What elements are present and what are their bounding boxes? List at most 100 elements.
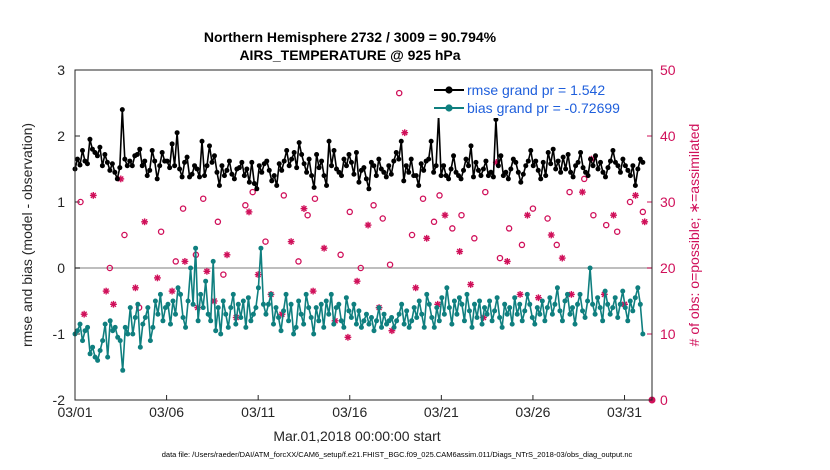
obs-assimilated-point <box>254 271 262 278</box>
series-0-point <box>610 148 616 154</box>
series-1-point <box>517 301 523 307</box>
y-left-tick-label: -2 <box>53 392 66 408</box>
series-1-point <box>215 305 221 311</box>
obs-possible-point <box>379 215 386 222</box>
obs-assimilated-stroke <box>535 294 542 301</box>
series-1-point <box>635 285 641 291</box>
obs-assimilated-stroke <box>90 192 97 199</box>
series-1-point <box>567 311 573 317</box>
series-1-point <box>137 344 143 350</box>
obs-assimilated-stroke <box>154 274 161 281</box>
series-0-point <box>540 159 546 165</box>
obs-possible-point <box>613 228 621 235</box>
series-1-point <box>75 328 81 334</box>
series-1-point <box>213 328 219 334</box>
y-left-tick-label: 0 <box>57 260 65 276</box>
series-1-point <box>87 351 93 357</box>
series-0-point <box>548 161 554 167</box>
series-0-point <box>630 163 636 169</box>
obs-possible-point <box>529 205 537 212</box>
series-0-point <box>426 156 432 162</box>
obs-assimilated-point <box>141 218 149 226</box>
series-1-point <box>281 308 287 314</box>
obs-possible-point <box>408 231 416 239</box>
series-0-point <box>565 151 571 157</box>
obs-assimilated-point <box>80 310 88 318</box>
series-0-point <box>296 140 302 146</box>
series-0-point <box>371 163 377 169</box>
obs-assimilated-point <box>344 333 352 341</box>
series-1-point <box>185 298 191 304</box>
series-1-point <box>459 301 465 307</box>
series-1-point <box>155 311 161 317</box>
series-0-point <box>239 159 245 165</box>
series-1-point <box>580 308 586 314</box>
series-1-point <box>190 301 196 307</box>
series-1-point <box>291 331 297 337</box>
series-0-point <box>107 167 113 173</box>
obs-assimilated-point <box>223 251 231 259</box>
series-1-point <box>564 291 570 297</box>
series-1-point <box>321 324 327 330</box>
series-0-point <box>301 161 307 167</box>
series-1-point <box>509 321 515 327</box>
series-0-point <box>87 136 93 142</box>
series-1-point <box>316 318 322 324</box>
series-1-point <box>353 321 359 327</box>
series-1-point <box>630 308 636 314</box>
series-0-point <box>214 169 220 175</box>
series-0-point <box>197 174 203 180</box>
series-1-point <box>537 311 543 317</box>
series-1-point <box>102 321 108 327</box>
obs-assimilated-stroke <box>203 268 210 275</box>
series-0-point <box>343 163 349 169</box>
series-1-point <box>323 298 329 304</box>
series-0-point <box>545 150 551 155</box>
series-0-point <box>94 153 100 159</box>
series-0-point <box>620 156 626 162</box>
series-1-point <box>554 285 560 291</box>
series-0-point <box>127 158 133 164</box>
series-1-point <box>122 324 128 330</box>
obs-possible-point <box>482 188 489 196</box>
series-0-point <box>640 159 646 165</box>
series-1-point <box>243 324 249 330</box>
series-0-point <box>366 186 372 192</box>
series-1-point <box>338 318 344 324</box>
series-1-point <box>203 278 209 284</box>
obs-assimilated-stroke <box>579 189 586 196</box>
x-tick-label: 03/01 <box>57 404 92 420</box>
obs-possible-point <box>242 202 249 209</box>
series-0-point <box>177 166 183 172</box>
obs-possible-point <box>566 188 573 196</box>
series-1-point <box>77 321 83 327</box>
series-1-point <box>446 305 452 311</box>
series-0-point <box>391 158 397 164</box>
series-0-point <box>254 186 260 192</box>
series-0-point <box>291 150 297 155</box>
series-1-point <box>105 354 111 360</box>
y-right-tick-label: 40 <box>660 128 676 144</box>
series-0-point <box>142 158 148 164</box>
series-lines <box>72 107 646 373</box>
obs-possible-point <box>337 251 344 259</box>
obs-assimilated-point <box>503 258 511 265</box>
series-1-point <box>120 367 126 373</box>
series-1-point <box>391 324 397 330</box>
series-1-point <box>532 321 538 327</box>
series-0-point <box>508 166 514 172</box>
series-1-point <box>497 315 503 320</box>
obs-possible-point <box>602 221 610 229</box>
series-0-point <box>401 178 407 184</box>
obs-possible-point <box>121 231 128 239</box>
series-1-point <box>245 295 251 301</box>
series-0-point <box>570 174 576 180</box>
legend-bias-label: bias grand pr = -0.72699 <box>467 100 620 116</box>
series-0-point <box>202 173 208 179</box>
series-0-point <box>353 150 359 155</box>
obs-assimilated-stroke <box>504 258 511 265</box>
obs-possible-point <box>518 241 526 249</box>
obs-assimilated-stroke <box>524 212 531 219</box>
series-0-point <box>480 166 486 172</box>
series-1-point <box>461 318 467 324</box>
